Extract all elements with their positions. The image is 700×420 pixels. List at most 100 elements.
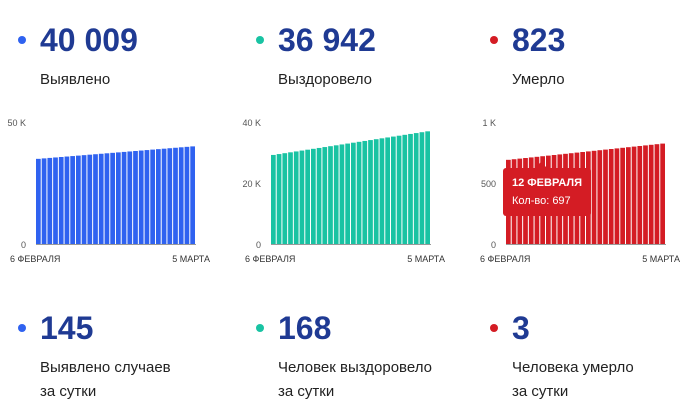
bar xyxy=(104,153,110,244)
total-deaths-value: 823 xyxy=(512,22,566,58)
bar xyxy=(396,135,402,244)
total-detected-label: Выявлено xyxy=(40,71,111,88)
daily-deaths: 3 Человека умерло за сутки xyxy=(490,312,690,412)
bar xyxy=(87,154,93,244)
daily-deaths-label-line2: за сутки xyxy=(512,383,569,400)
bar xyxy=(648,144,654,244)
y-tick-label: 0 xyxy=(256,240,261,250)
x-label-start: 6 ФЕВРАЛЯ xyxy=(245,254,295,264)
daily-detected-dot-icon xyxy=(18,324,26,332)
bar xyxy=(591,150,597,244)
chart-deaths-tooltip: 12 ФЕВРАЛЯ Кол-во: 697 xyxy=(503,161,592,217)
bar xyxy=(620,147,625,244)
y-tick-label: 20 K xyxy=(242,179,261,189)
bar xyxy=(637,145,643,244)
bar xyxy=(178,147,184,244)
x-label-end: 5 МАРТА xyxy=(642,254,680,264)
daily-recovered-dot-icon xyxy=(256,324,264,332)
daily-detected: 145 Выявлено случаев за сутки xyxy=(18,312,238,412)
bar xyxy=(425,131,430,244)
total-recovered-value: 36 942 xyxy=(278,22,376,58)
bar xyxy=(316,147,322,244)
bar xyxy=(419,132,425,244)
tooltip-date: 12 ФЕВРАЛЯ xyxy=(512,177,583,189)
detected-dot-icon xyxy=(18,36,26,44)
bar xyxy=(47,157,53,244)
bar xyxy=(133,150,138,244)
bar xyxy=(305,149,310,244)
daily-detected-value: 145 xyxy=(40,310,94,346)
bar xyxy=(293,151,299,244)
bar xyxy=(41,158,47,244)
bar xyxy=(98,153,104,244)
bar xyxy=(368,140,373,244)
y-tick-label: 0 xyxy=(491,240,496,250)
bar xyxy=(184,146,190,244)
bar xyxy=(408,133,413,244)
x-label-end: 5 МАРТА xyxy=(172,254,210,264)
bar xyxy=(373,139,379,244)
bar xyxy=(288,152,293,244)
bar xyxy=(116,152,121,244)
bar xyxy=(311,148,316,244)
daily-detected-label-line2: за сутки xyxy=(40,383,97,400)
daily-recovered-label-line2: за сутки xyxy=(278,383,335,400)
total-deaths-label: Умерло xyxy=(512,71,565,88)
tooltip-count: Кол-во: 697 xyxy=(512,195,571,208)
bar xyxy=(167,148,173,244)
bar xyxy=(276,154,282,244)
bar xyxy=(110,152,115,244)
bar xyxy=(385,137,390,244)
bar xyxy=(64,156,70,244)
bar xyxy=(121,151,127,244)
y-tick-label: 500 xyxy=(481,179,496,189)
y-tick-label: 1 K xyxy=(482,118,496,128)
total-deaths: 823 Умерло xyxy=(490,24,690,94)
bar xyxy=(603,149,608,244)
daily-recovered-label-line1: Человек выздоровело xyxy=(278,359,432,376)
x-label-end: 5 МАРТА xyxy=(407,254,445,264)
bar xyxy=(339,144,345,244)
bar xyxy=(345,143,350,244)
daily-deaths-value: 3 xyxy=(512,310,530,346)
bar xyxy=(127,151,133,244)
bar xyxy=(660,143,665,244)
bar xyxy=(53,157,58,244)
bar xyxy=(328,146,333,244)
total-recovered: 36 942 Выздоровело xyxy=(256,24,456,94)
bar xyxy=(138,150,144,244)
bar xyxy=(76,155,81,244)
bar xyxy=(626,147,631,244)
bar xyxy=(402,134,408,244)
deaths-dot-icon xyxy=(490,36,498,44)
bar xyxy=(156,149,161,244)
total-detected-value: 40 009 xyxy=(40,22,138,58)
bar xyxy=(333,145,339,244)
daily-detected-label-line1: Выявлено случаев xyxy=(40,359,171,376)
bar xyxy=(299,150,305,244)
y-tick-label: 0 xyxy=(21,240,26,250)
y-tick-label: 50 K xyxy=(7,118,26,128)
bar xyxy=(379,138,385,244)
bar xyxy=(413,133,419,244)
bar xyxy=(144,150,150,244)
bar xyxy=(351,142,356,244)
bar xyxy=(36,158,41,244)
bar xyxy=(271,154,276,244)
x-label-start: 6 ФЕВРАЛЯ xyxy=(480,254,530,264)
bar xyxy=(161,148,167,244)
daily-recovered: 168 Человек выздоровело за сутки xyxy=(256,312,476,412)
bar xyxy=(58,156,64,244)
bar xyxy=(614,148,620,244)
chart-detected-svg: 0 50 K 6 ФЕВРАЛЯ 5 МАРТА xyxy=(7,118,210,264)
bar xyxy=(597,150,603,244)
recovered-dot-icon xyxy=(256,36,264,44)
total-recovered-label: Выздоровело xyxy=(278,71,373,88)
bar xyxy=(631,146,637,244)
bar xyxy=(608,149,614,244)
bar xyxy=(643,145,648,244)
daily-deaths-dot-icon xyxy=(490,324,498,332)
bar xyxy=(93,154,98,244)
chart-recovered-svg: 0 20 K 40 K 6 ФЕВРАЛЯ 5 МАРТА xyxy=(242,118,445,264)
daily-recovered-value: 168 xyxy=(278,310,332,346)
